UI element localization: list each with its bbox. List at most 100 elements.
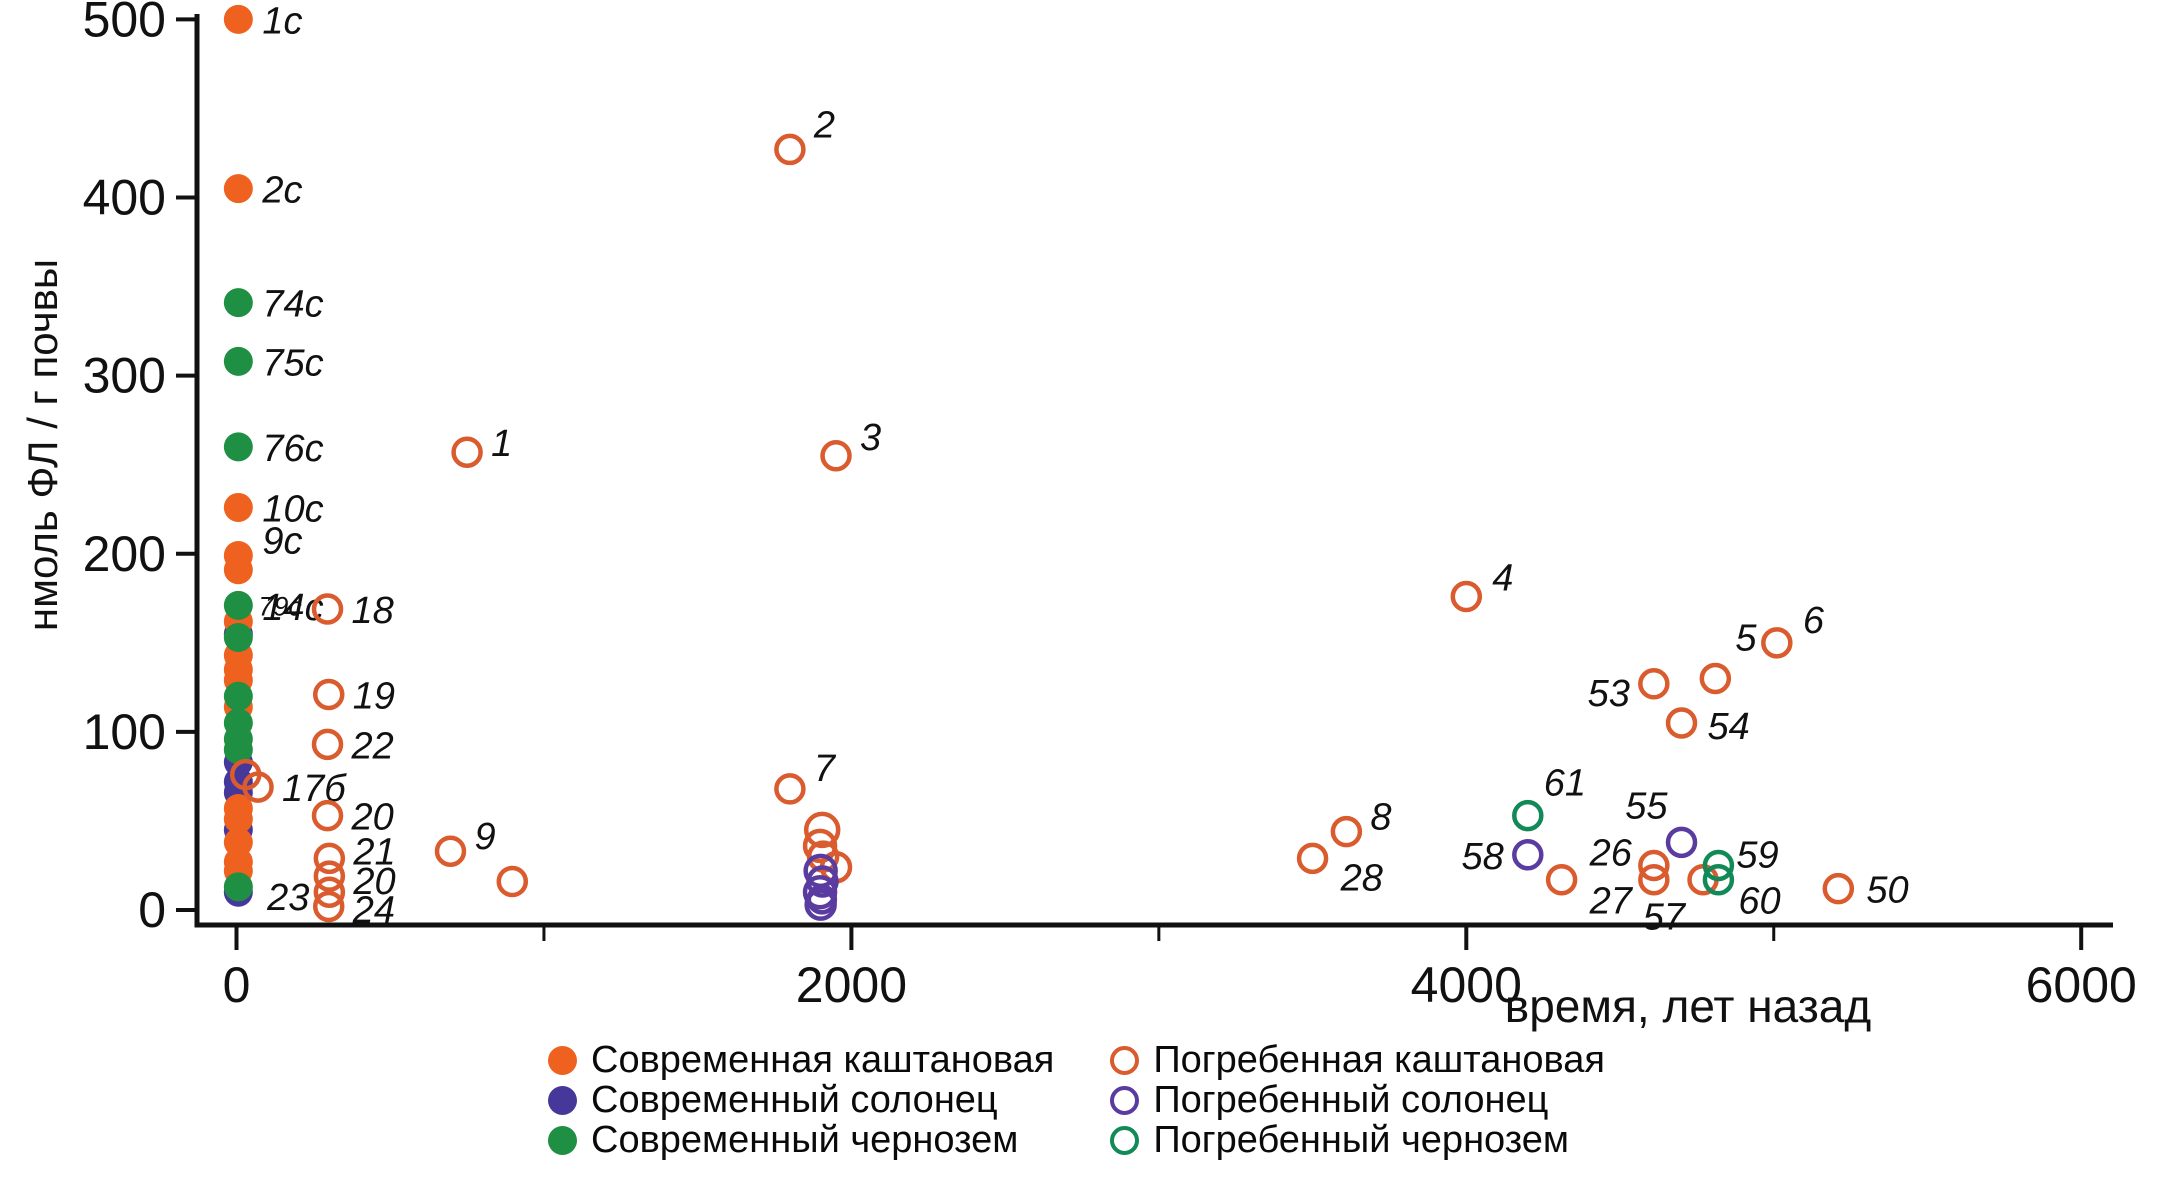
point-label: 20 — [352, 861, 395, 903]
data-point-open — [804, 888, 837, 921]
legend-item-label: Погребенный солонец — [1153, 1079, 1549, 1121]
legend-item-label: Погребенная каштановая — [1153, 1039, 1605, 1081]
filled-circle-marker-icon — [548, 1086, 577, 1115]
point-label: 7 — [814, 748, 837, 790]
point-label: 61 — [1544, 763, 1586, 805]
y-tick-label: 200 — [83, 526, 166, 582]
point-label: 50 — [1866, 870, 1908, 912]
legend-item: Погребенный солонец — [1110, 1079, 1605, 1121]
legend: Современная каштановая Современный солоне… — [548, 1039, 1605, 1161]
legend-item: Современный солонец — [548, 1079, 1054, 1121]
point-label: 3 — [860, 417, 881, 459]
data-point-filled — [223, 555, 253, 585]
point-label: 23 — [266, 877, 309, 919]
x-tick-label: 0 — [223, 957, 251, 1013]
data-point-filled — [223, 622, 253, 652]
data-point-open — [311, 593, 344, 625]
point-label: 60 — [1738, 881, 1780, 923]
x-tick-label: 4000 — [1411, 957, 1522, 1013]
point-label: 2 — [813, 104, 835, 146]
y-tick-label: 400 — [83, 170, 166, 226]
data-point-open — [312, 890, 345, 923]
data-point-open — [1702, 863, 1735, 896]
point-label: 1 — [491, 423, 512, 465]
data-point-open — [774, 773, 806, 805]
data-point-filled — [223, 346, 253, 376]
data-point-open — [1296, 842, 1329, 875]
legend-column-modern: Современная каштановая Современный солоне… — [548, 1039, 1055, 1161]
x-axis-title: время, лет назад — [1505, 980, 1872, 1032]
data-point-filled — [223, 735, 253, 765]
legend-item-label: Современный чернозем — [591, 1119, 1019, 1161]
data-point-open — [312, 678, 345, 711]
data-point-open — [1638, 863, 1670, 896]
data-point-filled — [223, 174, 253, 204]
point-label: 2c — [261, 170, 302, 212]
point-label: 79c — [258, 591, 302, 621]
data-point-open — [1330, 815, 1363, 848]
point-label: 21 — [352, 831, 395, 873]
legend-item-label: Современная каштановая — [591, 1039, 1055, 1081]
point-label: 55 — [1625, 785, 1668, 827]
legend-item: Современный чернозем — [548, 1119, 1054, 1161]
data-point-filled — [223, 492, 253, 522]
x-tick-label: 2000 — [796, 957, 907, 1013]
data-point-open — [1450, 580, 1483, 613]
data-point-open — [1699, 662, 1732, 695]
data-point-open — [313, 842, 346, 875]
data-point-open — [1638, 849, 1670, 882]
data-point-open — [803, 811, 841, 849]
data-point-open — [1638, 668, 1670, 700]
point-label: 9c — [262, 521, 302, 563]
data-point-open — [451, 436, 483, 468]
point-label: 54 — [1708, 706, 1750, 748]
data-point-open — [313, 876, 346, 908]
y-tick-label: 0 — [138, 882, 166, 938]
legend-item-label: Современный солонец — [591, 1079, 998, 1121]
data-point-filled — [223, 804, 253, 834]
point-label: 28 — [1340, 857, 1383, 899]
point-label: 24 — [352, 889, 395, 931]
data-point-filled — [223, 872, 253, 902]
point-label: 5 — [1735, 617, 1757, 659]
data-point-filled — [223, 432, 253, 462]
data-point-open — [434, 835, 467, 867]
data-point-open — [1512, 799, 1544, 832]
x-tick-label: 6000 — [2026, 957, 2137, 1013]
open-circle-marker-icon — [1110, 1126, 1140, 1155]
point-label: 19 — [353, 675, 395, 717]
axes: 0 100 200 300 400 500 0 2000 4000 6000 — [83, 0, 2137, 1013]
data-points: 1c2c10c9c14c74c75c76c79c17б1819222021202… — [223, 0, 1909, 939]
data-point-filled — [223, 590, 253, 620]
open-circle-marker-icon — [1110, 1046, 1140, 1075]
legend-item: Современная каштановая — [548, 1039, 1055, 1081]
point-label: 76c — [262, 428, 323, 470]
data-point-filled — [223, 681, 253, 711]
point-label: 58 — [1462, 836, 1504, 878]
data-point-open — [774, 133, 806, 166]
open-circle-marker-icon — [1110, 1086, 1140, 1115]
point-label: 20 — [351, 797, 394, 839]
legend-item: Погребенный чернозем — [1110, 1119, 1605, 1161]
data-point-open — [1512, 839, 1544, 871]
point-label: 74c — [262, 284, 323, 326]
y-tick-label: 100 — [83, 704, 166, 760]
filled-circle-marker-icon — [548, 1126, 577, 1155]
data-point-open — [1761, 627, 1793, 659]
point-label: 59 — [1736, 834, 1778, 876]
legend-item-label: Погребенный чернозем — [1153, 1119, 1570, 1161]
data-point-open — [1702, 849, 1735, 882]
data-point-open — [496, 865, 529, 898]
y-tick-label: 500 — [83, 0, 166, 47]
filled-circle-marker-icon — [548, 1046, 577, 1075]
data-point-open — [313, 860, 346, 892]
data-point-filled — [223, 4, 253, 34]
point-label: 26 — [1589, 832, 1633, 874]
point-label: 10c — [262, 488, 323, 530]
data-point-open — [242, 771, 274, 803]
point-label: 18 — [352, 590, 394, 632]
point-label: 1c — [262, 0, 302, 42]
data-point-open — [1545, 863, 1578, 896]
